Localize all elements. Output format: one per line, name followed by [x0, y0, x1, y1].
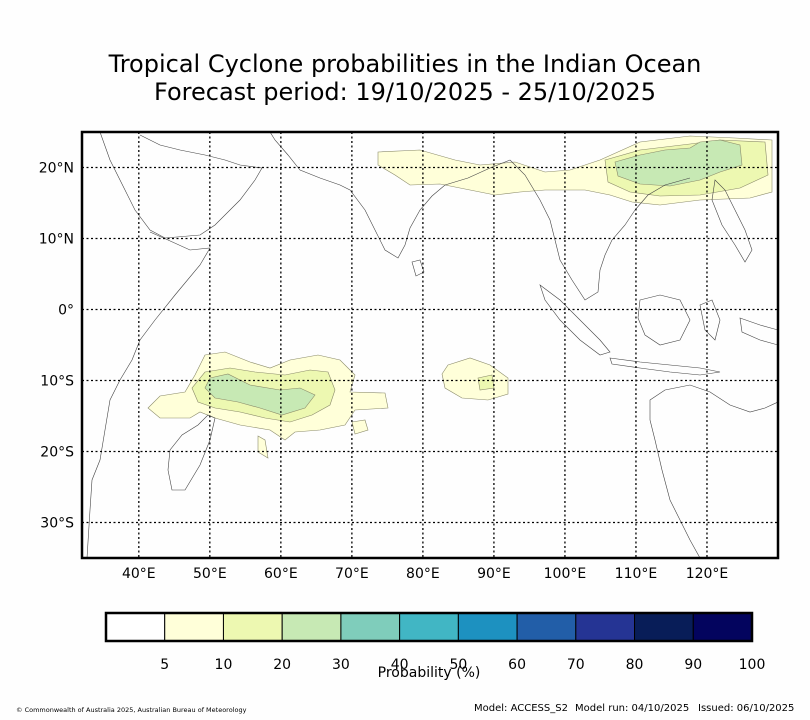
coast-philippines [711, 179, 753, 263]
chart-subtitle: Forecast period: 19/10/2025 - 25/10/2025 [154, 78, 656, 106]
colorbar-swatch [340, 612, 401, 642]
lon-tick-label: 40°E [122, 566, 156, 582]
colorbar-tick-label: 100 [738, 657, 766, 673]
lon-tick-label: 100°E [544, 566, 587, 582]
lon-tick-label: 120°E [686, 566, 729, 582]
colorbar-swatch [516, 612, 577, 642]
coast-east-africa [86, 231, 211, 558]
contour-central-10 [477, 374, 495, 391]
colorbar-tick-label: 90 [684, 657, 703, 673]
lon-tick-label: 90°E [477, 566, 511, 582]
coast-borneo [637, 294, 691, 346]
model-run-label: Model run: 04/10/2025 [575, 703, 690, 714]
colorbar [104, 611, 754, 643]
chart-title: Tropical Cyclone probabilities in the In… [108, 50, 702, 78]
axis-ticks: 40°E 50°E 60°E 70°E 80°E 90°E 100°E 110°E 120°E 2… [39, 161, 729, 583]
colorbar-tick-label: 50 [449, 657, 468, 673]
lon-tick-label: 110°E [615, 566, 658, 582]
contour-sw-5c [257, 435, 269, 459]
issued-label: Issued: 06/10/2025 [698, 703, 795, 714]
map-area [82, 132, 778, 558]
lon-tick-label: 80°E [406, 566, 440, 582]
contour-sw-5b [351, 419, 369, 435]
lat-tick-label: 20°S [40, 445, 74, 461]
graticule [82, 132, 778, 558]
colorbar-tick-label: 60 [508, 657, 526, 673]
colorbar-swatch [222, 612, 283, 642]
colorbar-tick-label: 40 [390, 657, 409, 673]
lon-tick-label: 60°E [264, 566, 298, 582]
coast-madagascar [167, 414, 216, 491]
coast-java [609, 357, 721, 376]
colorbar-swatch [692, 612, 753, 642]
colorbar-swatch [575, 612, 636, 642]
colorbar-swatch [457, 612, 518, 642]
contour-central-5 [441, 357, 509, 401]
model-label: Model: ACCESS_S2 [474, 703, 568, 714]
lat-tick-label: 20°N [39, 161, 74, 177]
lat-tick-label: 10°S [40, 374, 74, 390]
colorbar-tick-label: 5 [160, 657, 170, 673]
lon-tick-label: 70°E [335, 566, 369, 582]
lat-tick-label: 30°S [40, 516, 74, 532]
colorbar-swatch [399, 612, 459, 642]
contour-north-20 [614, 139, 743, 187]
contour-sw-20 [204, 373, 316, 416]
coast-sea-asia [509, 159, 691, 301]
colorbar-tick-label: 10 [214, 657, 233, 673]
coast-newguinea [739, 317, 778, 346]
colorbar-title: Probability (%) [377, 665, 481, 681]
probability-contours [147, 135, 773, 459]
colorbar-swatch [281, 612, 342, 642]
coast-sumatra [539, 284, 611, 356]
coast-sulawesi [699, 299, 721, 341]
lat-tick-label: 0° [58, 303, 74, 319]
colorbar-swatch [105, 612, 166, 642]
coast-australia [649, 384, 778, 558]
coast-arabia-africa [99, 132, 263, 239]
colorbar-tick-label: 80 [625, 657, 644, 673]
lat-tick-label: 10°N [39, 232, 74, 248]
lon-tick-label: 50°E [193, 566, 227, 582]
map-frame [80, 130, 780, 560]
colorbar-swatch [164, 612, 224, 642]
colorbar-frame [104, 611, 754, 643]
colorbar-swatch [634, 612, 694, 642]
copyright-notice: © Commonwealth of Australia 2025, Austra… [16, 706, 247, 714]
coast-india [269, 132, 511, 259]
coast-srilanka [411, 259, 425, 277]
coastlines [86, 132, 778, 558]
colorbar-tick-label: 70 [566, 657, 585, 673]
colorbar-tick-label: 30 [331, 657, 350, 673]
colorbar-tick-label: 20 [273, 657, 292, 673]
